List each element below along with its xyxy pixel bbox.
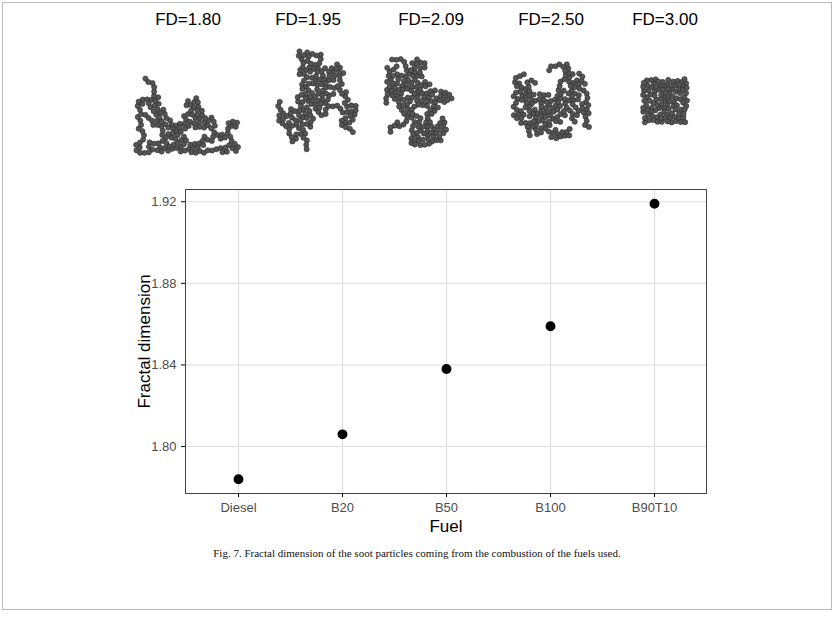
svg-text:FD=2.09: FD=2.09 [398,10,464,29]
svg-text:B90T10: B90T10 [632,500,678,515]
svg-text:FD=2.50: FD=2.50 [518,10,584,29]
html-text:Fig. 7. Fractal dimension of t: Fig. 7. Fractal dimension of the soot pa… [213,547,621,559]
svg-text:FD=1.95: FD=1.95 [275,10,341,29]
svg-text:Diesel: Diesel [220,500,256,515]
svg-text:B100: B100 [535,500,565,515]
svg-text:1.92: 1.92 [151,194,176,209]
svg-text:FD=3.00: FD=3.00 [632,10,698,29]
svg-text:FD=1.80: FD=1.80 [155,10,221,29]
svg-text:1.80: 1.80 [151,439,176,454]
svg-text:B50: B50 [435,500,458,515]
svg-text:Fuel: Fuel [429,517,462,536]
svg-text:Fractal dimension: Fractal dimension [135,274,154,408]
svg-text:1.88: 1.88 [151,276,176,291]
svg-text:1.84: 1.84 [151,357,176,372]
svg-text:B20: B20 [331,500,354,515]
